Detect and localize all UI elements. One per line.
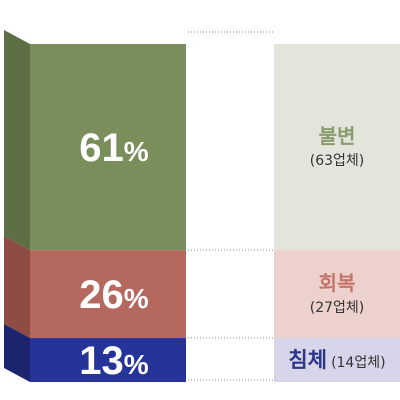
connectors (188, 31, 274, 381)
segment-3-side-face (4, 324, 30, 382)
segment-1-legend-count: (63업체) (310, 153, 365, 169)
segment-2-bar (30, 250, 186, 339)
segment-1-bar (30, 44, 186, 251)
segment-3-legend-panel (274, 338, 400, 382)
segment-3-value-label: 13% (79, 339, 149, 383)
segment-2-legend-panel (274, 250, 400, 339)
stacked-bar: 61% 26% 13% (4, 30, 186, 383)
segment-3-legend-entry: 침체 (14업체) (288, 348, 385, 372)
segment-1-legend-panel (274, 44, 400, 251)
segment-2-legend-label: 회복 (319, 271, 356, 295)
segment-2-legend-count: (27업체) (310, 300, 365, 316)
segment-1-value-label: 61% (79, 126, 149, 170)
segment-2-side-face (4, 236, 30, 339)
legend-panels: 불변 (63업체) 회복 (27업체) 침체 (14업체) (274, 44, 400, 382)
segment-1-legend-label: 불변 (319, 124, 356, 148)
segment-3-bar (30, 338, 186, 382)
segment-1-side-face (4, 30, 30, 251)
segment-2-value-label: 26% (79, 273, 149, 317)
